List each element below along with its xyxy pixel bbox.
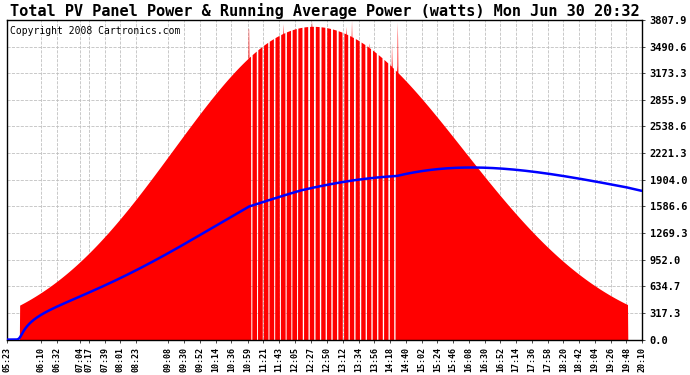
Title: Total PV Panel Power & Running Average Power (watts) Mon Jun 30 20:32: Total PV Panel Power & Running Average P…: [10, 3, 640, 19]
Text: Copyright 2008 Cartronics.com: Copyright 2008 Cartronics.com: [10, 26, 181, 36]
